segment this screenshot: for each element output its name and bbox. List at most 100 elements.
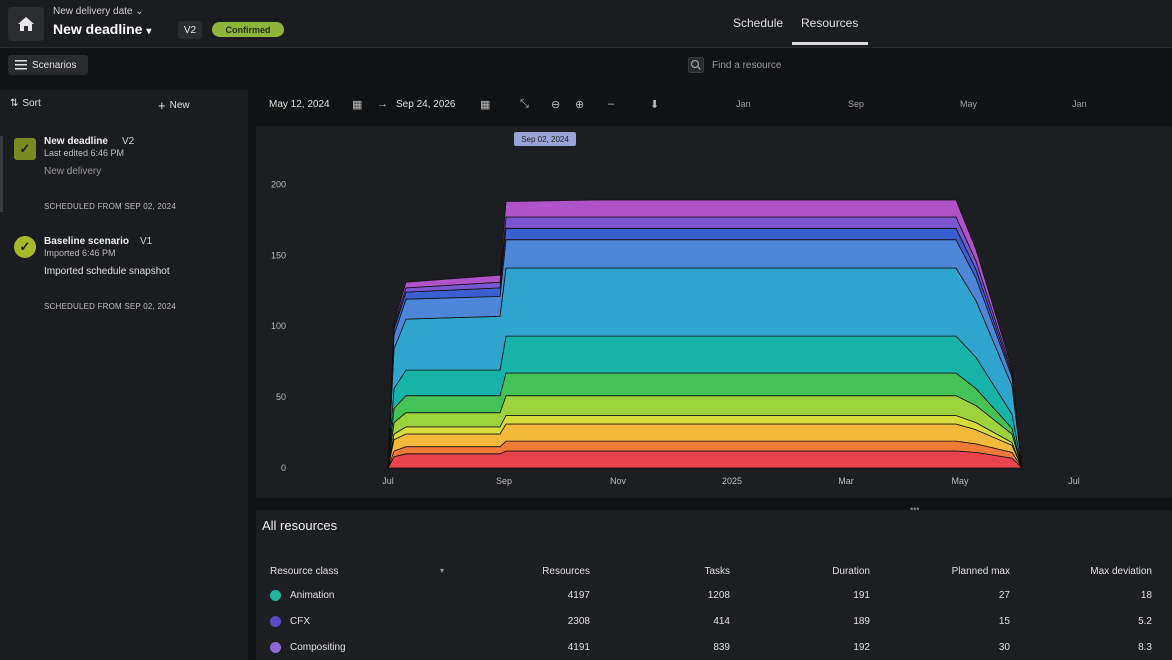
resources-count: 2308 <box>567 616 590 627</box>
new-label: New <box>169 100 190 111</box>
sort-caret-icon[interactable]: ▾ <box>440 566 445 575</box>
x-tick-label: Sep <box>496 476 512 486</box>
minus-icon[interactable]: – <box>608 98 615 110</box>
resource-color-dot <box>270 642 281 653</box>
tooltip-label: Sep 02, 2024 <box>521 135 569 144</box>
tab-schedule[interactable]: Schedule <box>733 16 784 30</box>
resource-class-name: Animation <box>290 590 335 601</box>
start-date-input[interactable]: May 12, 2024 <box>269 99 330 110</box>
check-icon: ✓ <box>14 138 36 160</box>
x-tick-label: Nov <box>610 476 627 486</box>
y-tick-label: 50 <box>276 392 286 402</box>
zoom-out-icon[interactable]: ⊖ <box>551 99 561 111</box>
date-range-bar: May 12, 2024 ▦ → Sep 24, 2026 ▦ ⤡ ⊖ ⊕ – … <box>248 90 1172 120</box>
drag-handle[interactable]: ••• <box>910 504 920 514</box>
resource-class-name: CFX <box>290 616 310 627</box>
arrow-right-icon: → <box>377 98 388 110</box>
scenarios-label: Scenarios <box>32 59 77 71</box>
resource-stacked-area-chart[interactable]: 0 50 100 150 200 Jul Sep Nov 2025 Mar May Jul Sep 02… <box>256 126 1172 498</box>
planned-max-value: 30 <box>998 642 1010 653</box>
tab-resources[interactable]: Resources <box>801 16 859 30</box>
sort-icon: ⇅ <box>10 98 19 109</box>
new-scenario-button[interactable]: + New <box>158 98 190 113</box>
scenario-description: New delivery <box>44 166 102 177</box>
scenario-meta: Imported 6:46 PM <box>44 248 116 258</box>
calendar-icon[interactable]: ▦ <box>480 99 491 111</box>
selection-bar <box>0 136 3 212</box>
max-deviation-value: 5.2 <box>1138 616 1152 627</box>
version-badge: V2 <box>178 21 202 39</box>
column-header-resources[interactable]: Resources <box>542 566 590 577</box>
scenario-item-baseline[interactable]: ✓ Baseline scenario V1 Imported 6:46 PM … <box>0 236 248 316</box>
active-tab-indicator <box>792 42 868 45</box>
area-series-11[interactable] <box>387 199 1023 469</box>
resource-color-dot <box>270 590 281 601</box>
scenario-description: Imported schedule snapshot <box>44 266 170 277</box>
marker-icon[interactable]: ⬇ <box>650 99 660 111</box>
timeline-label: May <box>960 99 978 109</box>
resources-count: 4191 <box>567 642 590 653</box>
project-subtitle[interactable]: New delivery date ⌄ <box>53 6 144 17</box>
scenario-name: Baseline scenario <box>44 236 130 247</box>
planned-max-value: 15 <box>998 616 1010 627</box>
table-row[interactable]: CFX 2308 414 189 15 5.2 <box>256 612 1172 636</box>
scenario-scheduled: SCHEDULED FROM SEP 02, 2024 <box>44 202 176 211</box>
x-tick-label: May <box>951 476 969 486</box>
scenario-version: V1 <box>140 236 153 247</box>
y-tick-label: 150 <box>271 250 286 260</box>
chevron-down-icon: ⌄ <box>135 6 144 17</box>
column-header-resource-class[interactable]: Resource class <box>270 566 339 577</box>
table-row[interactable]: Compositing 4191 839 192 30 8.3 <box>256 638 1172 660</box>
x-tick-label: Jul <box>382 476 394 486</box>
calendar-icon[interactable]: ▦ <box>352 99 363 111</box>
home-button[interactable] <box>8 7 44 41</box>
scenario-scheduled: SCHEDULED FROM SEP 02, 2024 <box>44 302 176 311</box>
duration-value: 191 <box>853 590 870 601</box>
collapse-icon[interactable]: ⤡ <box>520 98 529 110</box>
zoom-in-icon[interactable]: ⊕ <box>575 99 585 111</box>
y-tick-label: 100 <box>271 321 286 331</box>
max-deviation-value: 18 <box>1140 590 1152 601</box>
planned-max-value: 27 <box>998 590 1010 601</box>
search-icon <box>688 57 704 73</box>
column-header-duration[interactable]: Duration <box>832 566 870 577</box>
main-content: May 12, 2024 ▦ → Sep 24, 2026 ▦ ⤡ ⊖ ⊕ – … <box>248 90 1172 660</box>
max-deviation-value: 8.3 <box>1138 642 1152 653</box>
tooltip-background <box>514 132 576 146</box>
resource-color-dot <box>270 616 281 627</box>
sort-button[interactable]: ⇅ Sort <box>10 98 41 109</box>
resource-class-name: Compositing <box>290 642 346 653</box>
scenario-name: New deadline <box>44 136 108 147</box>
column-header-max-deviation[interactable]: Max deviation <box>1090 566 1152 577</box>
scenario-item-new-deadline[interactable]: ✓ New deadline V2 Last edited 6:46 PM Ne… <box>0 136 248 216</box>
end-date-input[interactable]: Sep 24, 2026 <box>396 99 456 110</box>
scenarios-button[interactable]: Scenarios <box>8 55 88 75</box>
timeline-label: Sep <box>848 99 865 109</box>
resources-title: All resources <box>262 518 338 533</box>
x-tick-label: Mar <box>838 476 854 486</box>
duration-value: 189 <box>853 616 870 627</box>
tasks-count: 1208 <box>707 590 730 601</box>
y-tick-label: 200 <box>271 179 286 189</box>
column-header-tasks[interactable]: Tasks <box>704 566 730 577</box>
search-input[interactable]: Find a resource <box>688 56 781 74</box>
menu-icon <box>15 60 27 70</box>
table-row[interactable]: Animation 4197 1208 191 27 18 <box>256 586 1172 610</box>
resources-table-panel: All resources Resource class ▾ Resources… <box>256 510 1172 660</box>
tasks-count: 839 <box>713 642 730 653</box>
duration-value: 192 <box>853 642 870 653</box>
scenario-sidebar: ⇅ Sort + New ✓ New deadline V2 Last edit… <box>0 90 248 660</box>
check-icon: ✓ <box>14 236 36 258</box>
chart-tooltip: Sep 02, 2024 <box>514 132 576 146</box>
scenario-meta: Last edited 6:46 PM <box>44 148 125 158</box>
chevron-down-icon: ▾ <box>146 26 152 37</box>
timeline-label: Jan <box>1072 99 1087 109</box>
project-title[interactable]: New deadline ▾ <box>53 21 152 37</box>
resource-chart-panel: 0 50 100 150 200 Jul Sep Nov 2025 Mar May Jul Sep 02… <box>256 126 1172 498</box>
tasks-count: 414 <box>713 616 730 627</box>
y-tick-label: 0 <box>281 463 286 473</box>
search-placeholder: Find a resource <box>712 59 782 71</box>
scenario-version: V2 <box>122 136 135 147</box>
timeline-label: Jan <box>736 99 751 109</box>
column-header-planned-max[interactable]: Planned max <box>951 566 1010 577</box>
